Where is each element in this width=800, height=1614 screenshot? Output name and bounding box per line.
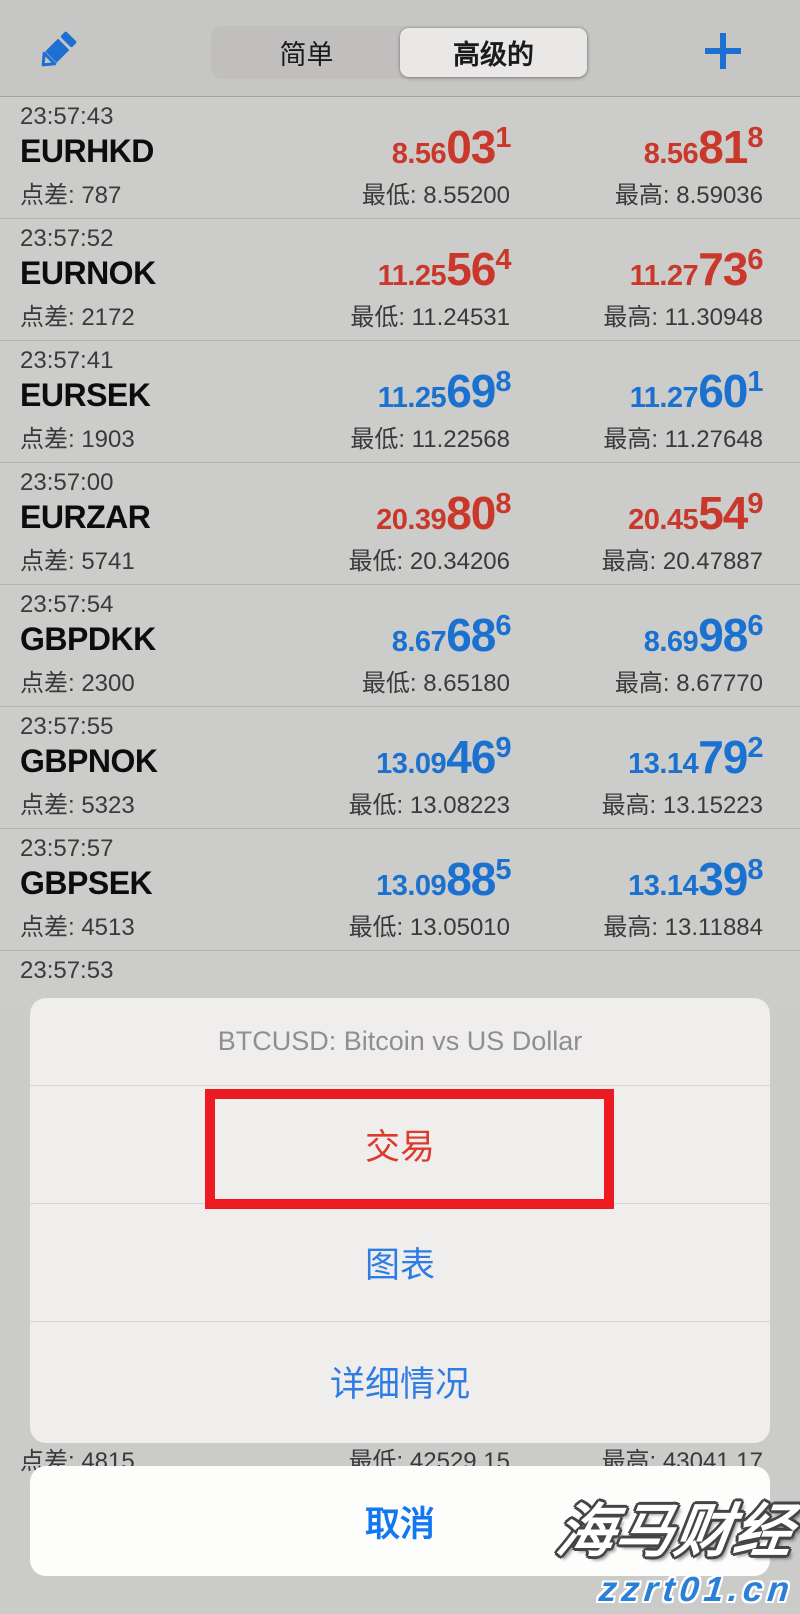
watermark-url: zzrt01.cn [597, 1570, 797, 1609]
quote-high: 最高: 11.27648 [603, 426, 763, 453]
quote-time: 23:57:57 [20, 835, 114, 862]
quote-low: 最低: 8.65180 [361, 670, 510, 697]
quote-spread: 点差: 5323 [20, 792, 135, 819]
ask-price[interactable]: 11.27736 [629, 243, 764, 295]
quote-row[interactable]: 23:57:54 GBPDKK 点差: 2300 8.67686 8.69986… [0, 585, 800, 707]
quote-symbol: GBPSEK [20, 865, 153, 901]
quote-low: 最低: 11.22568 [350, 426, 510, 453]
bid-price[interactable]: 8.56031 [391, 121, 512, 173]
action-sheet-title: BTCUSD: Bitcoin vs US Dollar [30, 998, 770, 1086]
quote-low: 最低: 8.55200 [361, 182, 510, 209]
action-sheet: BTCUSD: Bitcoin vs US Dollar 交易 图表 详细情况 [30, 998, 770, 1443]
quote-time: 23:57:41 [20, 347, 114, 374]
annotation-highlight-box [205, 1089, 614, 1209]
header-bar: 简单 高级的 [0, 0, 800, 97]
tab-advanced[interactable]: 高级的 [400, 28, 587, 77]
bid-price[interactable]: 13.09885 [376, 853, 511, 905]
quote-high: 最高: 8.59036 [614, 182, 763, 209]
bid-price[interactable]: 11.25698 [377, 365, 512, 417]
quote-row[interactable]: 23:57:41 EURSEK 点差: 1903 11.25698 11.276… [0, 341, 800, 463]
quote-symbol: EURHKD [20, 133, 154, 169]
cancel-button[interactable]: 取消 [30, 1466, 770, 1576]
ask-price[interactable]: 13.14398 [628, 853, 763, 905]
quote-symbol: GBPNOK [20, 743, 158, 779]
add-symbol-button[interactable] [701, 29, 745, 73]
quote-spread: 点差: 1903 [20, 426, 135, 453]
quote-symbol: EURSEK [20, 377, 151, 413]
sheet-action-chart[interactable]: 图表 [30, 1204, 770, 1322]
quote-row[interactable]: 23:57:57 GBPSEK 点差: 4513 13.09885 13.143… [0, 829, 800, 951]
quote-spread: 点差: 787 [20, 182, 122, 209]
sheet-action-details[interactable]: 详细情况 [329, 1364, 470, 1404]
quote-high: 最高: 11.30948 [603, 304, 763, 331]
ask-price[interactable]: 20.45549 [628, 487, 763, 539]
quote-time: 23:57:54 [20, 591, 114, 618]
quote-time: 23:57:55 [20, 713, 114, 740]
quote-time: 23:57:43 [20, 103, 114, 130]
quote-spread: 点差: 5741 [20, 548, 135, 575]
quotes-list: 23:57:43 EURHKD 点差: 787 8.56031 8.56818 … [0, 97, 800, 951]
plus-icon [705, 33, 741, 69]
quote-row[interactable]: 23:57:43 EURHKD 点差: 787 8.56031 8.56818 … [0, 97, 800, 219]
quote-spread: 点差: 4513 [20, 914, 135, 941]
quote-time: 23:57:52 [20, 225, 114, 252]
quote-low: 最低: 11.24531 [350, 304, 510, 331]
quote-row[interactable]: 23:57:52 EURNOK 点差: 2172 11.25564 11.277… [0, 219, 800, 341]
bid-price[interactable]: 8.67686 [391, 609, 512, 661]
quote-high: 最高: 13.11884 [603, 914, 763, 941]
quote-high: 最高: 20.47887 [601, 548, 763, 575]
tab-simple[interactable]: 简单 [279, 40, 334, 70]
quote-row[interactable]: 23:57:55 GBPNOK 点差: 5323 13.09469 13.147… [0, 707, 800, 829]
quote-symbol: GBPDKK [20, 621, 156, 657]
ask-price[interactable]: 8.56818 [643, 121, 764, 173]
quote-spread: 点差: 2300 [20, 670, 135, 697]
quote-symbol: EURZAR [20, 499, 151, 535]
quote-row[interactable]: 23:57:00 EURZAR 点差: 5741 20.39808 20.455… [0, 463, 800, 585]
quote-low: 最低: 13.05010 [348, 914, 510, 941]
quote-low: 最低: 20.34206 [348, 548, 510, 575]
quote-time: 23:57:00 [20, 469, 114, 496]
quote-high: 最高: 13.15223 [601, 792, 763, 819]
view-mode-tabs: 简单 高级的 [211, 26, 589, 79]
bid-price[interactable]: 13.09469 [376, 731, 511, 783]
edit-button[interactable] [34, 26, 82, 74]
quote-symbol: EURNOK [20, 255, 156, 291]
quote-time-partial: 23:57:53 [20, 957, 114, 984]
ask-price[interactable]: 11.27601 [629, 365, 764, 417]
quote-low: 最低: 13.08223 [348, 792, 510, 819]
bid-price[interactable]: 11.25564 [377, 243, 512, 295]
quote-spread: 点差: 2172 [20, 304, 135, 331]
bid-price[interactable]: 20.39808 [376, 487, 511, 539]
quote-high: 最高: 8.67770 [614, 670, 763, 697]
ask-price[interactable]: 8.69986 [643, 609, 764, 661]
quote-row-peek: 点差: 4815 最低: 42529.15 最高: 43041.17 [0, 1441, 800, 1475]
pencil-icon [41, 31, 77, 67]
ask-price[interactable]: 13.14792 [628, 731, 763, 783]
